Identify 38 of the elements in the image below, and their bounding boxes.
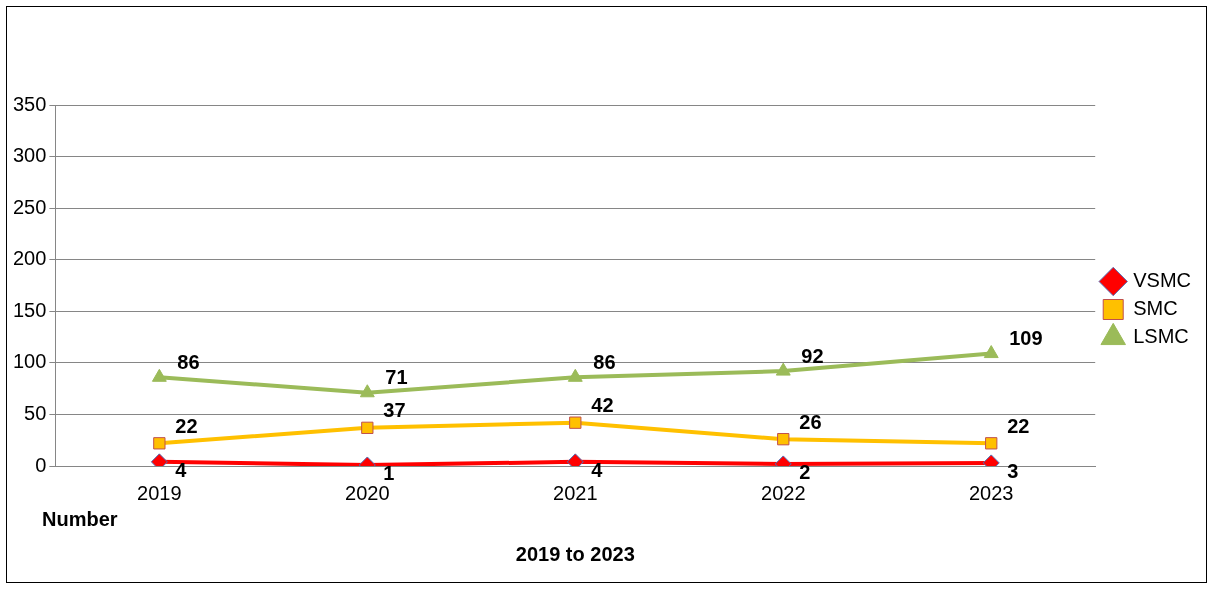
point (983, 345, 999, 359)
point (775, 362, 791, 376)
x-tick-label: 2023 (968, 481, 1014, 504)
y-tick-label: 350 (12, 92, 47, 115)
y-tick-label: 250 (12, 195, 47, 218)
x-tick-label: 2022 (761, 481, 806, 504)
data-label: 26 (799, 410, 822, 433)
y-tick-label: 200 (12, 247, 47, 270)
data-label: 37 (383, 399, 406, 422)
y-tick-label: 300 (12, 144, 47, 167)
point (361, 421, 374, 434)
x-axis-title: 2019 to 2023 (515, 542, 635, 565)
data-label: 22 (1007, 414, 1030, 437)
data-label: 4 (591, 459, 604, 482)
data-label: 86 (177, 350, 200, 373)
point (567, 368, 583, 382)
text: Number (42, 507, 118, 530)
data-label: 4 (175, 459, 188, 482)
point (569, 416, 582, 429)
point (359, 384, 375, 398)
legend-label: SMC (1133, 297, 1178, 320)
y-tick-label: 150 (12, 298, 47, 321)
data-label: 92 (801, 344, 824, 367)
data-label: 2 (799, 461, 811, 484)
data-label: 71 (385, 366, 408, 389)
data-label: 109 (1009, 327, 1043, 350)
x-tick-label: 2019 (137, 481, 182, 504)
data-label: 3 (1007, 460, 1019, 483)
x-tick-label: 2021 (553, 481, 598, 504)
data-label: 42 (591, 394, 614, 417)
legend-label: LSMC (1133, 325, 1189, 348)
y-tick-label: 50 (24, 401, 47, 424)
data-label: 86 (593, 350, 616, 373)
legend-label: VSMC (1133, 269, 1192, 292)
y-tick-label: 0 (35, 453, 47, 476)
y-tick-label: 100 (12, 350, 47, 373)
data-label: 22 (175, 414, 198, 437)
point (151, 368, 167, 382)
